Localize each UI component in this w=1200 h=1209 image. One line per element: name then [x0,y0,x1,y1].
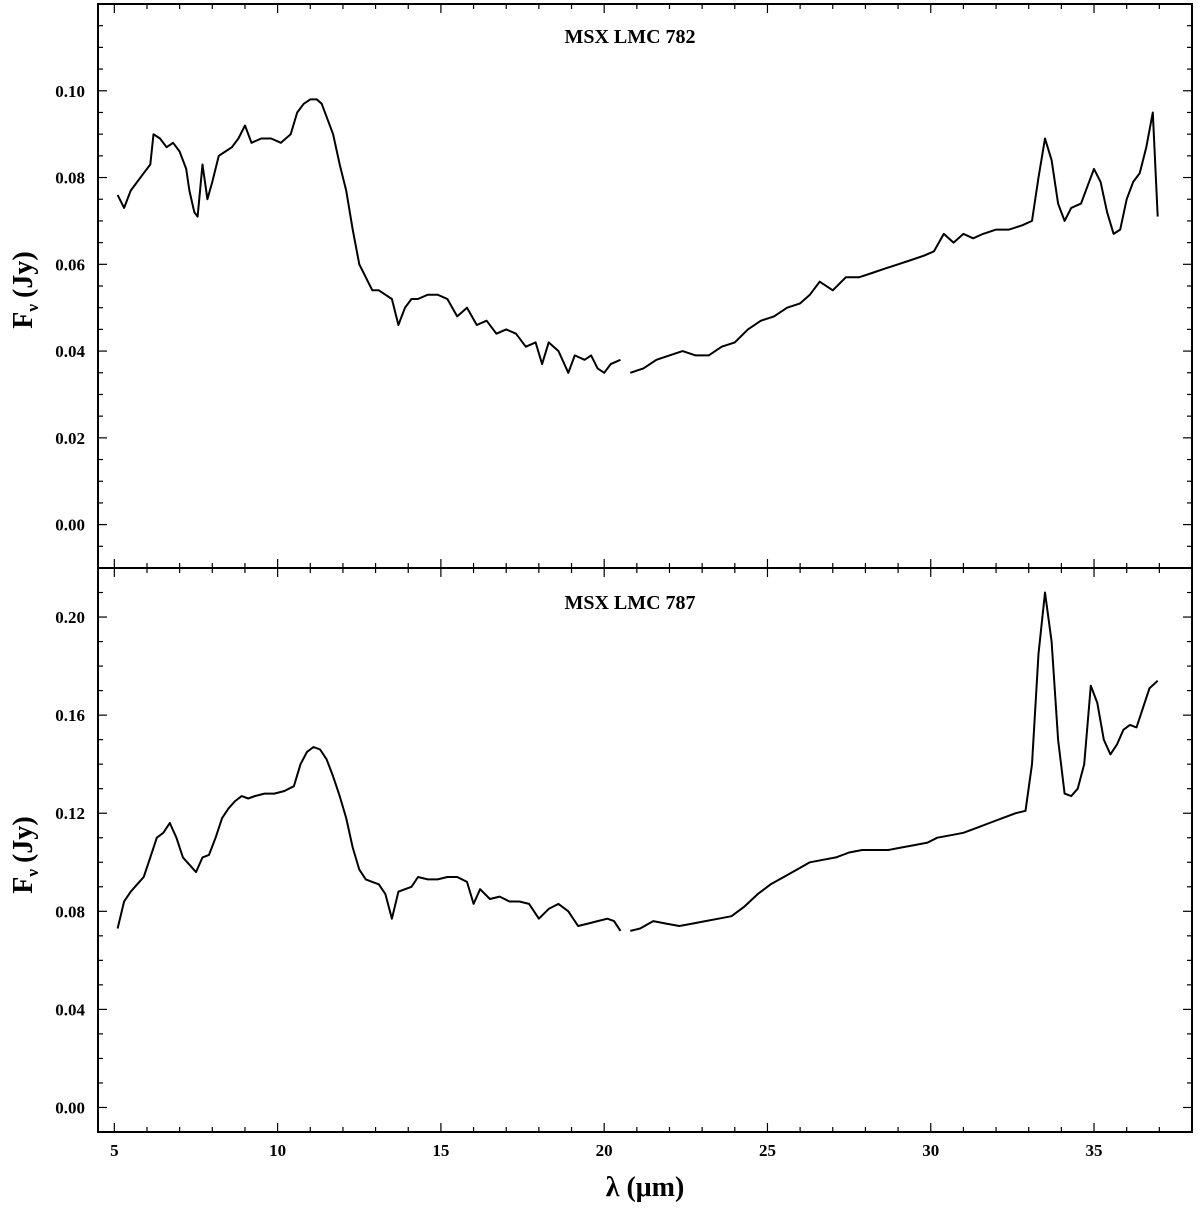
y-axis-label-main: F [8,312,39,329]
y-tick-label: 0.16 [55,706,85,725]
x-tick-label: 15 [432,1141,449,1160]
series-group [116,98,1159,374]
y-tick-label: 0.08 [55,902,85,921]
tick-group [98,567,1193,1133]
y-axis-label-subscript: ν [23,304,42,313]
panel-msx-lmc-782: MSX LMC 782 Fν(Jy) 0.000.020.040.060.080… [8,3,1193,569]
y-tick-label: 0.00 [55,1098,85,1117]
panel-msx-lmc-787: MSX LMC 787 Fν(Jy) λ (μm) 0.000.040.080.… [8,567,1193,1203]
x-tick-label: 5 [110,1141,119,1160]
x-tick-label: 20 [596,1141,613,1160]
y-axis-label-unit: (Jy) [8,251,39,298]
spectrum-line [116,746,622,932]
tick-label-group: 0.00 0.02 0.04 0.06 0.08 0.10 [55,82,85,535]
y-tick-label: 0.00 [55,516,85,535]
x-tick-label: 30 [922,1141,939,1160]
series-group [116,591,1159,932]
y-axis-label-unit: (Jy) [8,816,39,863]
y-tick-label: 0.04 [55,1000,85,1019]
y-tick-label: 0.04 [55,342,85,361]
x-tick-label: 25 [759,1141,776,1160]
plot-frame [97,3,1193,569]
x-axis-label: λ (μm) [606,1172,685,1203]
y-tick-label: 0.10 [55,82,85,101]
y-tick-label: 0.06 [55,255,85,274]
y-axis-label-subscript: ν [23,869,42,878]
tick-label-group: 0.00 0.04 0.08 0.12 0.16 0.20 5 10 15 20 25 30 35 [55,608,1102,1160]
y-axis-label-main: F [8,877,39,894]
tick-group [98,3,1193,569]
y-axis-label: Fν (Jy) [8,251,42,328]
spectrum-line [629,111,1159,374]
x-tick-label: 35 [1086,1141,1103,1160]
plot-frame [97,567,1193,1133]
y-tick-label: 0.02 [55,429,85,448]
y-tick-label: 0.12 [55,804,85,823]
x-tick-label: 10 [269,1141,286,1160]
y-axis-label: Fν (Jy) [8,816,42,893]
y-tick-label: 0.20 [55,608,85,627]
panel-title: MSX LMC 782 [564,26,695,48]
spectrum-line [630,591,1159,932]
spectrum-line [116,98,621,374]
y-tick-label: 0.08 [55,169,85,188]
panel-title: MSX LMC 787 [564,592,695,614]
